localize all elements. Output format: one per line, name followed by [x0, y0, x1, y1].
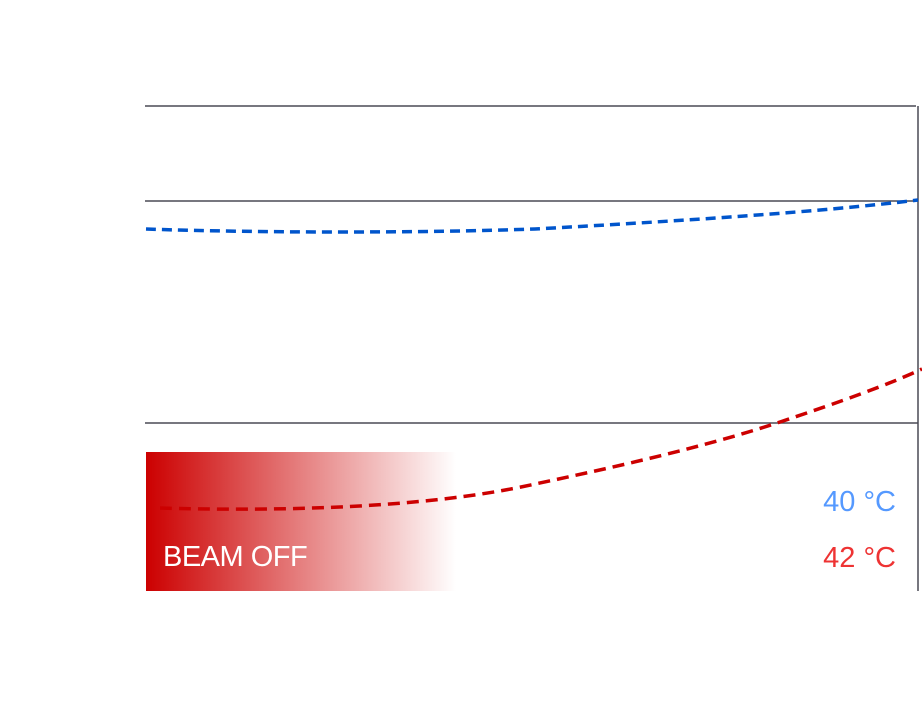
beam-status-banner — [146, 452, 456, 591]
beam-status-label: BEAM OFF — [163, 541, 308, 573]
temperature-readout-1: 40 °C — [823, 486, 896, 518]
temperature-readout-2: 42 °C — [823, 542, 896, 574]
blue-temperature-curve — [145, 198, 919, 234]
red-temperature-curve — [159, 367, 922, 511]
